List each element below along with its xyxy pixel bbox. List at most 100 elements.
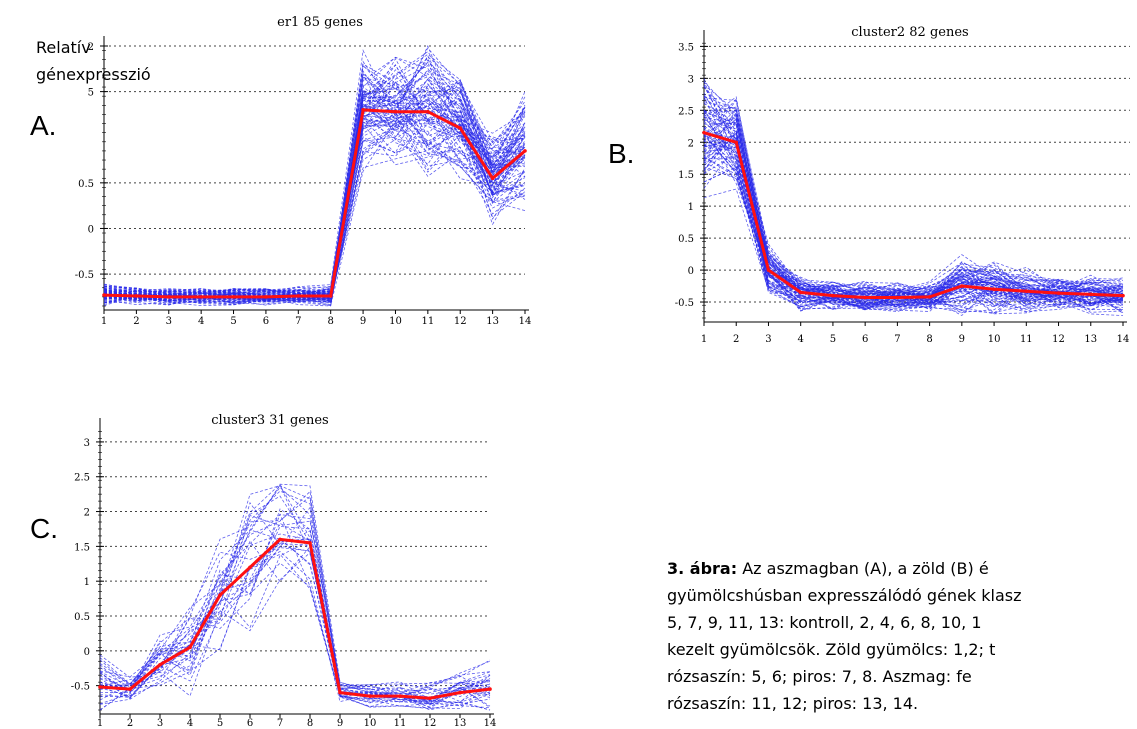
y-tick-label: 5	[88, 88, 94, 99]
gene-profile-line	[103, 90, 526, 301]
x-tick-label: 2	[127, 718, 133, 729]
gene-profile-line	[103, 79, 526, 302]
gene-profile-line	[99, 514, 491, 694]
y-tick-label: 3	[84, 438, 90, 449]
gene-profile-line	[103, 78, 526, 299]
mean-point	[863, 295, 867, 300]
x-tick-label: 3	[765, 334, 771, 345]
gene-profile-line	[703, 96, 1124, 293]
y-tick-label: 2	[88, 42, 94, 53]
x-tick-label: 14	[519, 316, 532, 327]
caption-line-3: 5, 7, 9, 11, 13: kontroll, 2, 4, 6, 8, 1…	[667, 613, 982, 632]
x-tick-label: 1	[701, 334, 707, 345]
mean-point	[398, 694, 402, 698]
gene-profile-line	[703, 110, 1124, 304]
gene-profile-line	[99, 513, 491, 709]
gene-profile-line	[99, 547, 491, 711]
x-tick-label: 11	[1020, 334, 1033, 345]
gene-profile-line	[99, 543, 491, 705]
gene-profile-line	[103, 79, 526, 294]
x-tick-label: 14	[1117, 334, 1130, 345]
mean-point	[490, 176, 495, 181]
x-tick-label: 5	[217, 718, 223, 729]
mean-point	[158, 662, 162, 667]
y-tick-label: -0.5	[71, 682, 90, 693]
x-tick-label: 5	[830, 334, 836, 345]
gene-profile-line	[103, 62, 526, 297]
gene-profile-line	[99, 483, 491, 698]
mean-point	[248, 565, 252, 570]
gene-profile-line	[703, 131, 1124, 315]
gene-profile-line	[703, 132, 1124, 300]
gene-profile-line	[703, 125, 1124, 313]
gene-profile-line	[99, 529, 491, 707]
mean-point	[368, 694, 372, 698]
gene-profile-line	[103, 81, 526, 300]
gene-profile-line	[703, 145, 1124, 315]
gene-profile-line	[703, 156, 1124, 308]
gene-profile-line	[703, 134, 1124, 308]
mean-point	[458, 690, 462, 695]
caption-text-1: Az aszmagban (A), a zöld (B) é	[737, 559, 989, 578]
mean-point	[166, 295, 171, 299]
mean-profile-line	[103, 108, 526, 299]
gene-profile-line	[103, 77, 526, 299]
chart-panel-b: cluster2 82 genes-0.500.511.522.533.51 2 3…	[675, 25, 1130, 345]
y-axis-label-line-2: génexpresszió	[36, 65, 151, 84]
x-tick-label: 11	[421, 316, 434, 327]
mean-point	[798, 290, 803, 295]
mean-point	[702, 130, 706, 135]
gene-profile-line	[99, 490, 491, 698]
gene-profile-line	[103, 114, 526, 306]
mean-point	[1024, 289, 1029, 293]
mean-point	[308, 541, 312, 545]
x-tick-label: 8	[307, 718, 313, 729]
gene-profile-line	[703, 142, 1124, 314]
figure-caption: 3. ábra: Az aszmagban (A), a zöld (B) é …	[667, 555, 1137, 717]
mean-point	[102, 293, 106, 297]
y-tick-label: 0	[88, 224, 94, 235]
gene-profile-line	[103, 115, 526, 305]
gene-profile-line	[99, 553, 491, 708]
mean-point	[231, 295, 236, 299]
gene-profile-line	[103, 61, 526, 298]
x-tick-label: 2	[733, 334, 739, 345]
caption-line-1: 3. ábra: Az aszmagban (A), a zöld (B) é	[667, 555, 1137, 582]
gene-profile-line	[703, 99, 1124, 294]
mean-point	[218, 593, 222, 597]
y-tick-label: 1.5	[678, 170, 694, 181]
x-tick-label: 10	[988, 334, 1001, 345]
x-tick-label: 4	[798, 334, 804, 345]
y-tick-label: 3	[688, 74, 694, 85]
gene-profile-line	[99, 540, 491, 705]
gene-profile-line	[703, 166, 1124, 313]
mean-point	[960, 284, 964, 288]
x-tick-label: 10	[364, 718, 377, 729]
mean-profile-line	[703, 131, 1124, 299]
chart-title: er1 85 genes	[277, 15, 363, 30]
x-tick-label: 4	[187, 718, 193, 729]
x-tick-label: 3	[157, 718, 163, 729]
x-tick-label: 6	[263, 316, 269, 327]
x-tick-label: 8	[328, 316, 334, 327]
gene-profile-line	[703, 114, 1124, 305]
x-tick-label: 6	[247, 718, 253, 729]
x-tick-label: 14	[484, 718, 497, 729]
x-tick-label: 7	[894, 334, 900, 345]
x-tick-label: 4	[198, 316, 204, 327]
gene-profile-line	[703, 101, 1124, 298]
gene-profile-line	[703, 117, 1124, 305]
mean-point	[766, 268, 771, 272]
mean-point	[264, 295, 268, 299]
gene-profile-line	[99, 508, 491, 703]
x-tick-label: 6	[862, 334, 868, 345]
x-tick-label: 2	[133, 316, 139, 327]
mean-point	[338, 690, 342, 695]
gene-profile-line	[99, 533, 491, 706]
caption-line-6: rózsaszín: 11, 12; piros: 13, 14.	[667, 694, 919, 713]
panel-letter-a: A.	[30, 110, 57, 141]
gene-profile-line	[103, 63, 526, 298]
gene-profile-line	[103, 64, 526, 297]
x-tick-label: 9	[360, 316, 366, 327]
